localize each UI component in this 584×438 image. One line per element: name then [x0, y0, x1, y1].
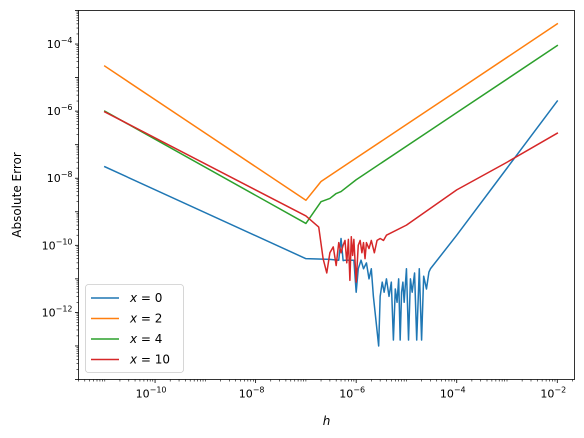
x-tick-label: 10−4 [440, 386, 466, 401]
legend-box [85, 284, 184, 373]
series-line-3 [103, 110, 559, 283]
series-line-2 [103, 44, 559, 225]
legend-items: x = 0 x = 2 x = 4 x = 10 [91, 291, 170, 367]
series-line-1 [103, 22, 559, 202]
y-axis-ticks: 10−12 10−10 10−8 10−6 10−4 [42, 10, 79, 380]
legend-label-3: x = 10 [129, 353, 170, 367]
y-axis-label: Absolute Error [10, 152, 24, 238]
y-tick-label: 10−4 [47, 36, 73, 51]
legend: x = 0 x = 2 x = 4 x = 10 [85, 284, 184, 373]
x-axis-ticks: 10−10 10−8 10−6 10−4 10−2 [78, 379, 573, 401]
x-tick-label: 10−6 [339, 386, 365, 401]
legend-label-2: x = 4 [129, 332, 162, 346]
legend-label-1: x = 2 [129, 312, 162, 326]
legend-label-0: x = 0 [129, 291, 162, 305]
y-tick-label: 10−8 [47, 170, 73, 185]
y-tick-label: 10−10 [42, 237, 73, 252]
x-tick-label: 10−8 [239, 386, 265, 401]
series-lines [103, 22, 559, 347]
y-tick-label: 10−6 [47, 103, 73, 118]
x-axis-label: h [323, 414, 331, 428]
x-tick-label: 10−10 [136, 386, 167, 401]
y-tick-label: 10−12 [42, 304, 73, 319]
x-tick-label: 10−2 [540, 386, 566, 401]
plot-frame [78, 10, 575, 380]
